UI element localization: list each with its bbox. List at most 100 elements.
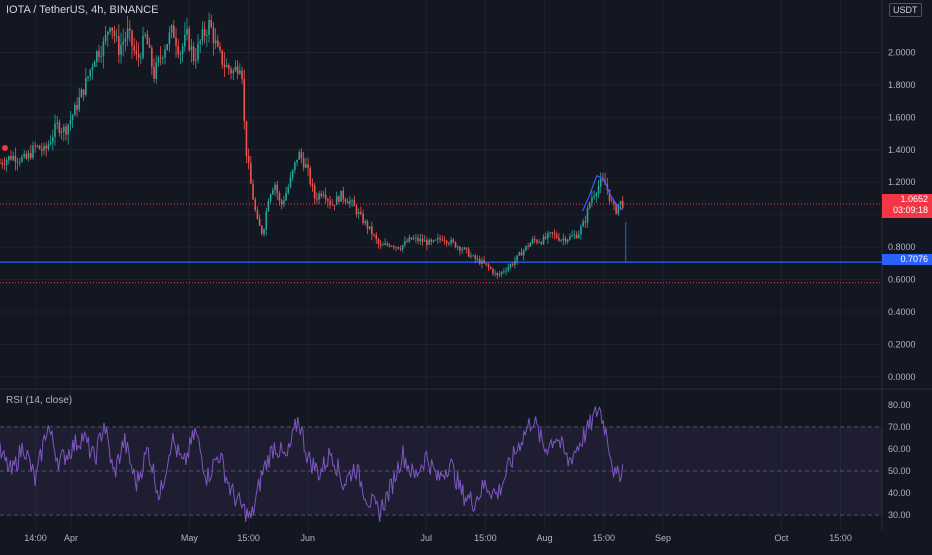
candle-body <box>316 198 318 200</box>
candle-body <box>294 162 296 171</box>
candle-body <box>437 237 439 240</box>
candle-body <box>371 226 373 235</box>
candle-body <box>63 126 65 132</box>
candle-body <box>302 158 305 168</box>
candle-body <box>41 149 43 151</box>
time-axis-tick: Oct <box>774 533 789 543</box>
candle-body <box>575 234 578 239</box>
candle-body <box>351 200 353 202</box>
candle-body <box>142 35 144 58</box>
level-price-label: 0.7076 <box>900 254 928 264</box>
candle-body <box>454 242 457 248</box>
countdown-label: 03:09:18 <box>892 205 928 215</box>
candle-body <box>346 201 349 204</box>
candle-body <box>298 152 301 160</box>
candle-body <box>366 221 369 229</box>
candle-body <box>217 40 219 47</box>
candle-body <box>173 25 175 38</box>
candle-body <box>441 239 444 241</box>
candle-body <box>109 27 111 32</box>
candle-body <box>236 66 239 74</box>
candle-body <box>560 240 562 241</box>
candle-body <box>285 192 287 201</box>
candle-body <box>243 79 246 121</box>
candle-body <box>619 200 622 204</box>
candle-body <box>448 243 450 244</box>
candle-body <box>399 248 402 250</box>
candle-body <box>395 246 397 248</box>
candle-body <box>384 243 386 245</box>
candle-body <box>531 239 534 244</box>
candle-body <box>338 196 340 202</box>
candle-body <box>219 46 221 51</box>
candle-body <box>208 19 210 36</box>
candle-body <box>12 155 15 160</box>
candle-body <box>577 234 580 239</box>
candle-body <box>118 36 120 55</box>
candle-body <box>463 247 466 250</box>
candle-body <box>478 258 481 264</box>
candle-body <box>329 200 331 205</box>
candle-body <box>111 27 114 31</box>
candle-body <box>397 246 400 249</box>
rsi-axis-tick: 60.00 <box>888 444 911 454</box>
candle-body <box>184 34 186 47</box>
candle-body <box>96 51 98 62</box>
candle-body <box>203 29 206 36</box>
candle-body <box>443 240 446 242</box>
candle-body <box>324 194 327 200</box>
candle-body <box>331 204 334 206</box>
candle-body <box>621 200 624 209</box>
level-price-tag: 0.7076 <box>882 254 932 265</box>
time-axis-tick: Apr <box>64 533 78 543</box>
candle-body <box>586 208 589 223</box>
candle-body <box>34 145 37 147</box>
candle-body <box>514 260 516 266</box>
candle-body <box>617 203 620 214</box>
candle-body <box>74 105 76 116</box>
rsi-series-line <box>0 405 624 522</box>
candle-body <box>102 41 105 56</box>
candle-body <box>426 240 428 245</box>
candle-body <box>551 232 554 234</box>
candle-body <box>247 155 250 164</box>
candle-body <box>379 244 382 246</box>
candle-body <box>287 187 290 193</box>
candle-body <box>164 49 166 58</box>
time-axis-tick: Aug <box>537 533 553 543</box>
candle-body <box>195 59 197 61</box>
candle-body <box>489 267 492 269</box>
candle-body <box>520 252 523 256</box>
candle-body <box>190 46 193 51</box>
candle-body <box>148 44 151 48</box>
candle-body <box>265 211 268 230</box>
candle-body <box>544 236 547 239</box>
candle-body <box>509 264 512 268</box>
candle-body <box>571 235 573 237</box>
candle-body <box>533 239 536 241</box>
candle-body <box>278 193 281 201</box>
price-axis-tick: 0.4000 <box>888 307 916 317</box>
candle-body <box>93 61 96 67</box>
candle-body <box>153 67 155 79</box>
symbol-title[interactable]: IOTA / TetherUS, 4h, BINANCE <box>6 4 159 16</box>
candle-body <box>65 126 67 135</box>
candle-body <box>43 145 45 151</box>
last-price-tag: 1.0652 03:09:18 <box>882 194 932 218</box>
candle-body <box>230 69 232 74</box>
rsi-axis-tick: 70.00 <box>888 422 911 432</box>
candle-body <box>344 199 347 202</box>
candle-body <box>144 34 147 36</box>
price-axis-tick: 2.0000 <box>888 47 916 57</box>
candle-body <box>382 244 384 246</box>
candle-body <box>206 35 208 36</box>
quote-currency-badge[interactable]: USDT <box>889 3 922 17</box>
candle-body <box>225 64 228 67</box>
candle-body <box>300 152 303 159</box>
rsi-title[interactable]: RSI (14, close) <box>6 395 73 406</box>
candle-body <box>507 267 510 271</box>
candle-body <box>52 137 54 143</box>
candle-body <box>241 70 243 80</box>
candle-body <box>3 164 6 166</box>
